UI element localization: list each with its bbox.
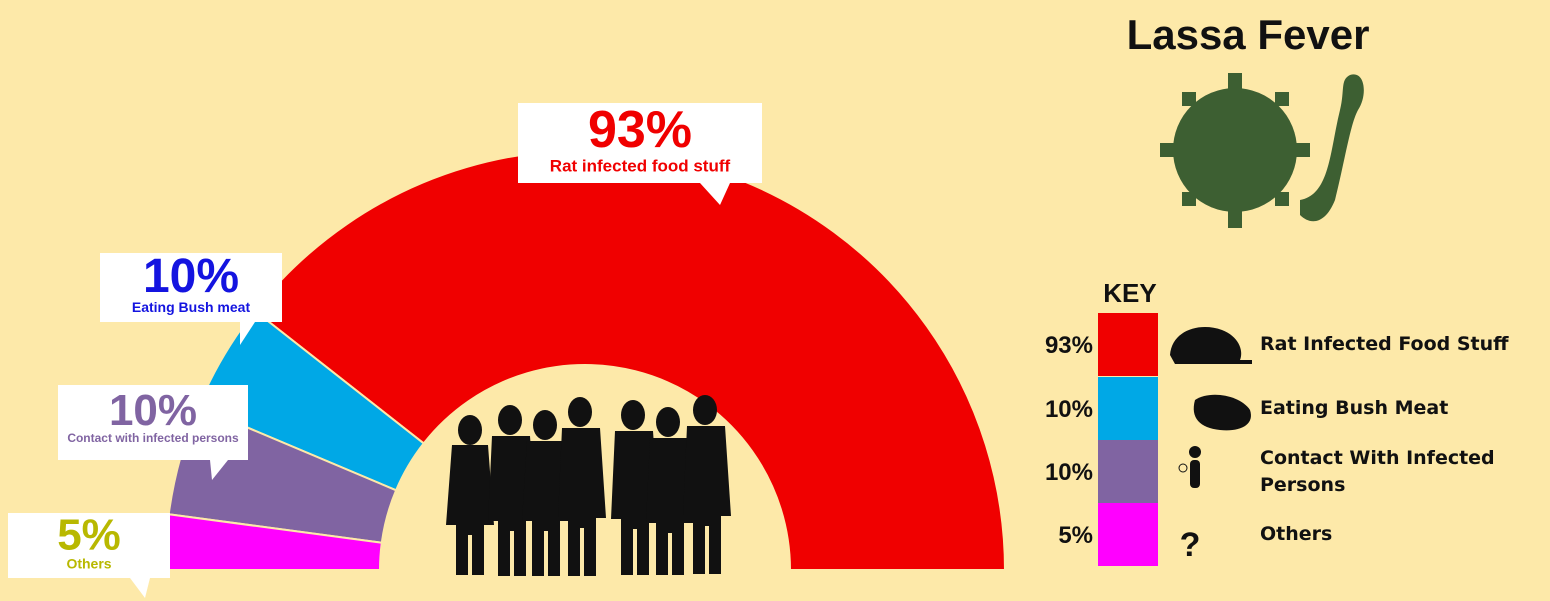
legend-label: Contact With Infected Persons (1260, 445, 1550, 499)
legend-label: Eating Bush Meat (1260, 395, 1550, 422)
chart-title: Lassa Fever (1127, 11, 1370, 58)
legend-value: 10% (1045, 396, 1093, 423)
callout-value: 93% (588, 101, 692, 159)
chart: Lassa Fever KEY ? 93%Rat infected food s… (0, 0, 1550, 601)
callout-value: 5% (57, 510, 121, 559)
legend-swatch (1098, 377, 1158, 440)
callout-value: 10% (143, 250, 239, 303)
callout-label: Eating Bush meat (132, 299, 251, 315)
legend-swatch (1098, 503, 1158, 566)
callout-label: Rat infected food stuff (550, 156, 731, 175)
page: Lassa Fever KEY ? 93%Rat infected food s… (0, 0, 1550, 601)
legend-label: Rat Infected Food Stuff (1260, 331, 1550, 358)
callout-value: 10% (109, 386, 197, 435)
virus-icon (1160, 73, 1364, 228)
legend-swatch (1098, 440, 1158, 503)
legend-value: 93% (1045, 332, 1093, 359)
people-silhouette (446, 395, 731, 576)
callout-label: Contact with infected persons (67, 431, 239, 445)
legend-swatch (1098, 313, 1158, 376)
legend-value: 10% (1045, 459, 1093, 486)
legend-label: Others (1260, 521, 1550, 548)
callout-tail (130, 578, 150, 598)
key-icons: ? (1170, 327, 1252, 564)
callout-label: Others (66, 556, 111, 572)
legend-title: KEY (1103, 278, 1156, 308)
svg-text:?: ? (1180, 526, 1201, 564)
legend-value: 5% (1058, 522, 1093, 549)
